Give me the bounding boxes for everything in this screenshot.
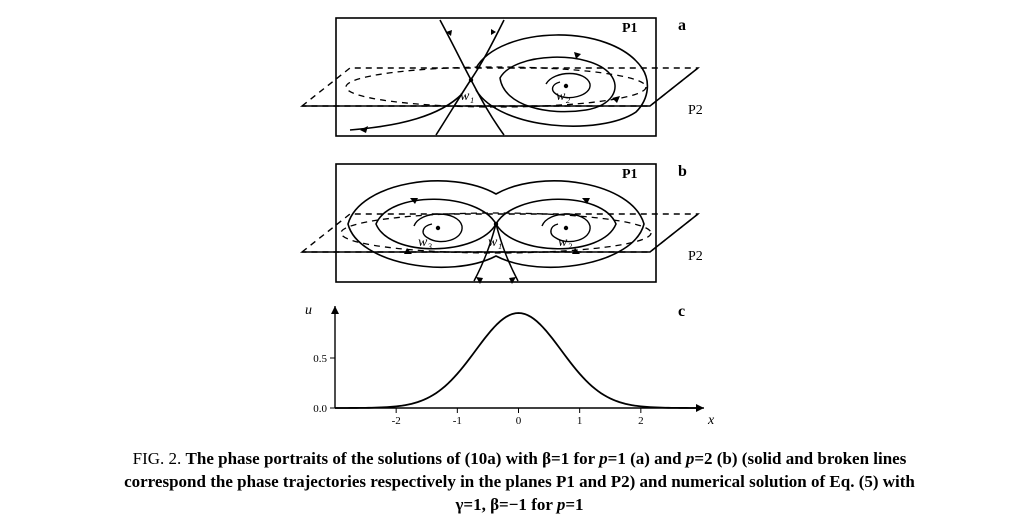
caption-l3tail: for xyxy=(527,495,557,514)
p2-boundary-ellipse xyxy=(346,67,646,107)
caption-p1: p xyxy=(599,449,608,468)
figure-caption: FIG. 2. The phase portraits of the solut… xyxy=(30,448,1009,517)
panel-c-svg: c -2 -1 0 1 2 0.0 0.5 x u xyxy=(290,300,720,430)
arrow-sep-b2 xyxy=(509,277,516,284)
x-tick-label: 1 xyxy=(577,415,583,427)
caption-prefix: FIG. 2. xyxy=(133,449,186,468)
x-axis-label: x xyxy=(707,413,715,428)
p2-label-b: P2 xyxy=(688,249,703,264)
p2-plane-front xyxy=(302,68,698,106)
arrow-sep-2 xyxy=(491,29,496,35)
y-axis-arrow xyxy=(331,306,339,314)
p2-plane-dashed xyxy=(302,68,698,106)
w3-label-b: w₃ xyxy=(418,235,432,250)
w2-dot-a xyxy=(564,84,568,88)
x-tick-label: 0 xyxy=(516,415,522,427)
panel-a-label: a xyxy=(678,17,686,34)
panel-a: P1 P2 a w₁ w₂ xyxy=(290,8,720,148)
caption-line2: correspond the phase trajectories respec… xyxy=(124,472,915,491)
arrow-lobe-r2 xyxy=(572,248,580,254)
w1-dot-b xyxy=(494,222,498,226)
w2-label-a: w₂ xyxy=(556,89,570,104)
w3-dot-b xyxy=(436,226,440,230)
caption-l1a: The phase portraits of the solutions of … xyxy=(186,449,543,468)
caption-eq2b: =2 (b) (solid and broken lines xyxy=(694,449,906,468)
y-tick-label: 0.0 xyxy=(313,403,327,415)
escape-curve-left xyxy=(350,94,462,130)
panel-c-label: c xyxy=(678,303,685,320)
page: P1 P2 a w₁ w₂ xyxy=(0,0,1029,528)
arrow-escape xyxy=(360,126,368,133)
caption-eq1a: =1 (a) and xyxy=(608,449,686,468)
x-tick-label: -1 xyxy=(453,415,462,427)
w2-label-b: w₂ xyxy=(558,235,572,250)
panel-b-label: b xyxy=(678,163,687,180)
p1-label-b: P1 xyxy=(622,167,638,182)
w2-dot-b xyxy=(564,226,568,230)
panel-b-svg: P1 P2 b w₁ w₂ w₃ xyxy=(290,154,720,294)
y-axis-label: u xyxy=(305,303,312,318)
bell-curve xyxy=(335,313,702,408)
x-tick-label: -2 xyxy=(392,415,401,427)
arrow-sep-b1 xyxy=(476,277,483,284)
p2-label-a: P2 xyxy=(688,103,703,118)
caption-beta1: β=1 xyxy=(542,449,569,468)
panel-c: c -2 -1 0 1 2 0.0 0.5 x u xyxy=(290,300,720,430)
p1-label-a: P1 xyxy=(622,21,638,36)
caption-eq1tail: =1 xyxy=(565,495,583,514)
panel-b: P1 P2 b w₁ w₂ w₃ xyxy=(290,154,720,294)
figure-stack: P1 P2 a w₁ w₂ xyxy=(290,8,720,436)
w1-label-a: w₁ xyxy=(460,89,474,104)
panel-a-svg: P1 P2 a w₁ w₂ xyxy=(290,8,720,148)
caption-gamma: γ=1, xyxy=(455,495,490,514)
x-tick-label: 2 xyxy=(638,415,644,427)
caption-l1b: for xyxy=(569,449,599,468)
caption-betam1: β=−1 xyxy=(490,495,527,514)
y-tick-label: 0.5 xyxy=(313,353,327,365)
w1-dot-a xyxy=(469,78,473,82)
w1-label-b: w₁ xyxy=(488,235,502,250)
